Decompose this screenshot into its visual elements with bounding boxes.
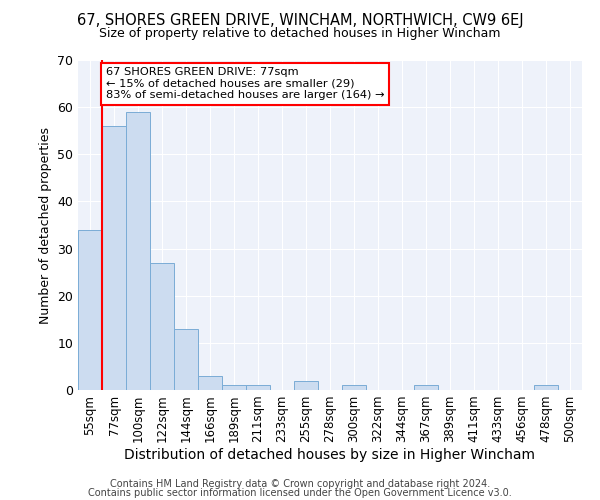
Bar [126, 112, 150, 390]
Bar [102, 126, 126, 390]
Bar [414, 386, 438, 390]
Bar [534, 386, 558, 390]
Text: Contains HM Land Registry data © Crown copyright and database right 2024.: Contains HM Land Registry data © Crown c… [110, 479, 490, 489]
Bar [246, 386, 270, 390]
Bar [150, 262, 174, 390]
X-axis label: Distribution of detached houses by size in Higher Wincham: Distribution of detached houses by size … [125, 448, 536, 462]
Text: 67 SHORES GREEN DRIVE: 77sqm
← 15% of detached houses are smaller (29)
83% of se: 67 SHORES GREEN DRIVE: 77sqm ← 15% of de… [106, 67, 384, 100]
Text: Size of property relative to detached houses in Higher Wincham: Size of property relative to detached ho… [99, 28, 501, 40]
Bar [174, 328, 198, 390]
Bar [78, 230, 102, 390]
Bar [198, 376, 222, 390]
Text: Contains public sector information licensed under the Open Government Licence v3: Contains public sector information licen… [88, 488, 512, 498]
Bar [342, 386, 366, 390]
Y-axis label: Number of detached properties: Number of detached properties [38, 126, 52, 324]
Text: 67, SHORES GREEN DRIVE, WINCHAM, NORTHWICH, CW9 6EJ: 67, SHORES GREEN DRIVE, WINCHAM, NORTHWI… [77, 12, 523, 28]
Bar [294, 380, 318, 390]
Bar [222, 386, 246, 390]
